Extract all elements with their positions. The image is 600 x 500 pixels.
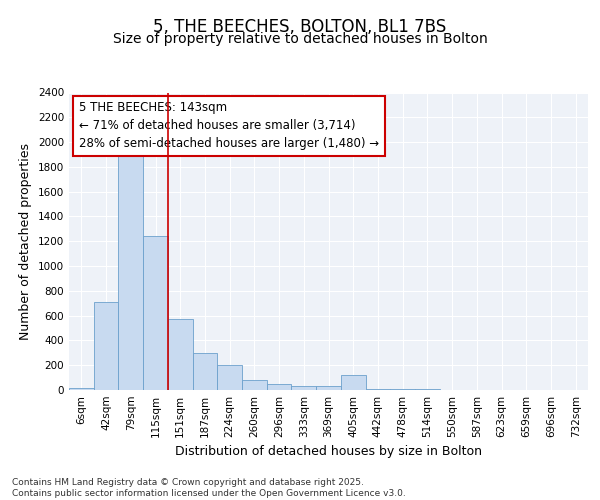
X-axis label: Distribution of detached houses by size in Bolton: Distribution of detached houses by size … — [175, 446, 482, 458]
Bar — [118, 147, 143, 390]
Bar — [143, 236, 168, 390]
Bar — [217, 365, 242, 390]
Text: Size of property relative to detached houses in Bolton: Size of property relative to detached ho… — [113, 32, 487, 46]
Text: Contains HM Land Registry data © Crown copyright and database right 2025.
Contai: Contains HM Land Registry data © Crown c… — [12, 478, 406, 498]
Bar — [415, 389, 440, 390]
Bar — [267, 384, 292, 390]
Bar — [242, 380, 267, 390]
Bar — [193, 353, 217, 390]
Bar — [94, 302, 118, 390]
Bar — [292, 386, 316, 390]
Y-axis label: Number of detached properties: Number of detached properties — [19, 143, 32, 340]
Bar — [168, 318, 193, 390]
Text: 5 THE BEECHES: 143sqm
← 71% of detached houses are smaller (3,714)
28% of semi-d: 5 THE BEECHES: 143sqm ← 71% of detached … — [79, 102, 380, 150]
Text: 5, THE BEECHES, BOLTON, BL1 7BS: 5, THE BEECHES, BOLTON, BL1 7BS — [154, 18, 446, 36]
Bar — [390, 389, 415, 390]
Bar — [316, 386, 341, 390]
Bar — [365, 389, 390, 390]
Bar — [341, 374, 365, 390]
Bar — [69, 388, 94, 390]
